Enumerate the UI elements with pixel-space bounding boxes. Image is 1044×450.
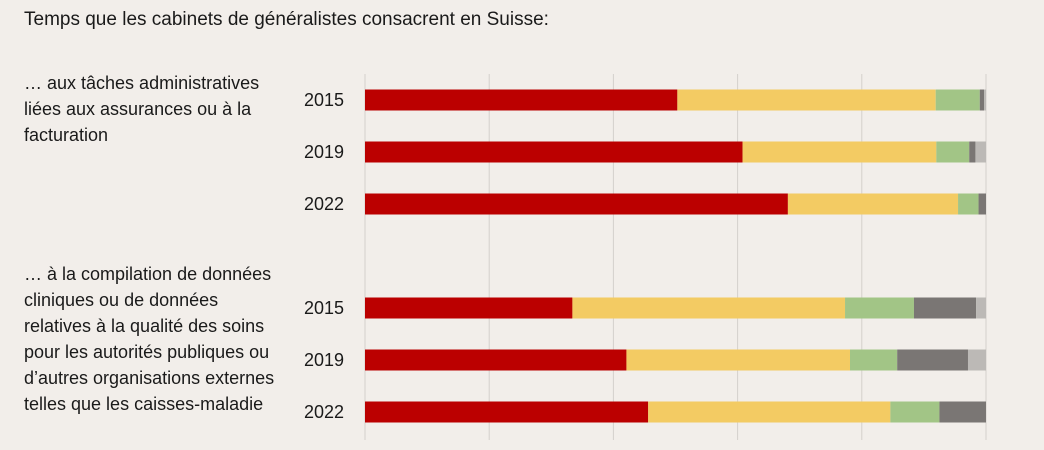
bar-segment (626, 349, 850, 371)
bar-segment (967, 349, 986, 371)
bar-segment (975, 141, 986, 163)
bar-segment (890, 401, 940, 423)
bar-segment (365, 89, 678, 111)
bar-segment (958, 193, 979, 215)
grid-lines (364, 74, 987, 440)
year-label: 2015 (304, 90, 344, 110)
bar-segment (365, 193, 788, 215)
bar-segment (984, 89, 986, 111)
bar-segment (845, 297, 914, 319)
bar-segment (969, 141, 976, 163)
bar-segment (742, 141, 937, 163)
bar-segment (365, 349, 627, 371)
bar-segment (976, 297, 986, 319)
bar-segment (936, 141, 970, 163)
bar-segment (913, 297, 977, 319)
bar-segment (365, 401, 649, 423)
bar-segment (897, 349, 968, 371)
bar-segment (572, 297, 846, 319)
bar-segment (979, 89, 985, 111)
year-label: 2019 (304, 142, 344, 162)
bar-segment (935, 89, 980, 111)
bar-segment (365, 297, 573, 319)
group-label-administrative: … aux tâches administratives liées aux a… (24, 73, 260, 145)
bar-segment (850, 349, 898, 371)
bar-segment (978, 193, 986, 215)
bar-segment (648, 401, 891, 423)
bar-segment (365, 141, 743, 163)
year-label: 2022 (304, 194, 344, 214)
chart-title: Temps que les cabinets de généralistes c… (24, 9, 549, 30)
bar-segment (787, 193, 959, 215)
year-label: 2015 (304, 298, 344, 318)
year-label: 2022 (304, 402, 344, 422)
group-label-clinical-data: … à la compilation de données cliniques … (24, 264, 275, 414)
bar-segment (677, 89, 936, 111)
year-label: 2019 (304, 350, 344, 370)
bar-segment (939, 401, 986, 423)
year-labels: 2015 2019 2022 2015 2019 2022 (304, 90, 344, 422)
bars-layer (365, 89, 986, 423)
